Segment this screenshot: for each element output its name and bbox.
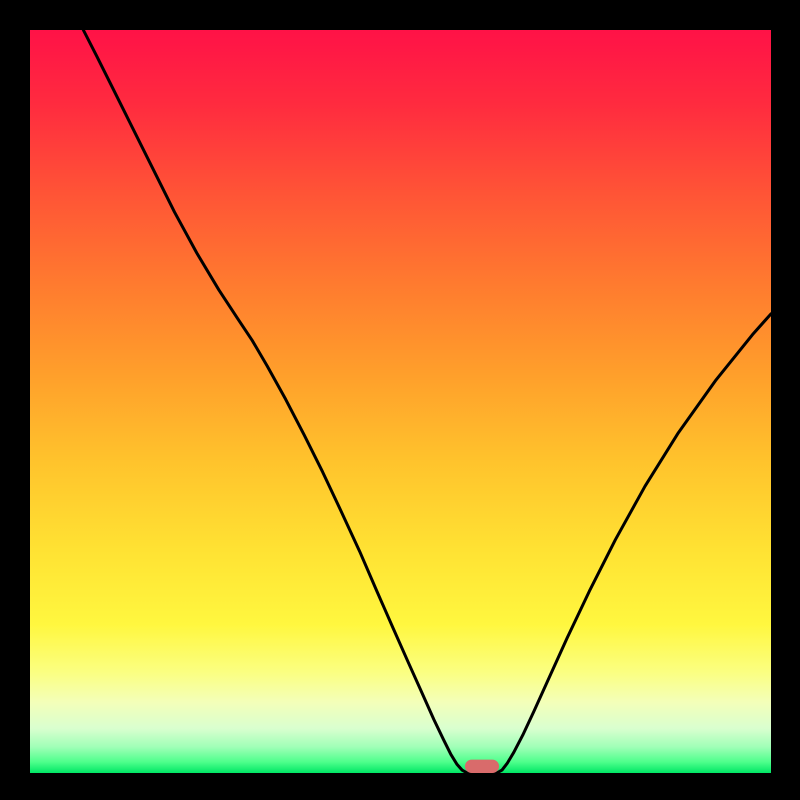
chart-frame: TheBottleneck.com xyxy=(0,0,800,800)
optimal-marker xyxy=(465,760,499,773)
gradient-background xyxy=(30,30,771,773)
bottleneck-chart xyxy=(0,0,800,800)
